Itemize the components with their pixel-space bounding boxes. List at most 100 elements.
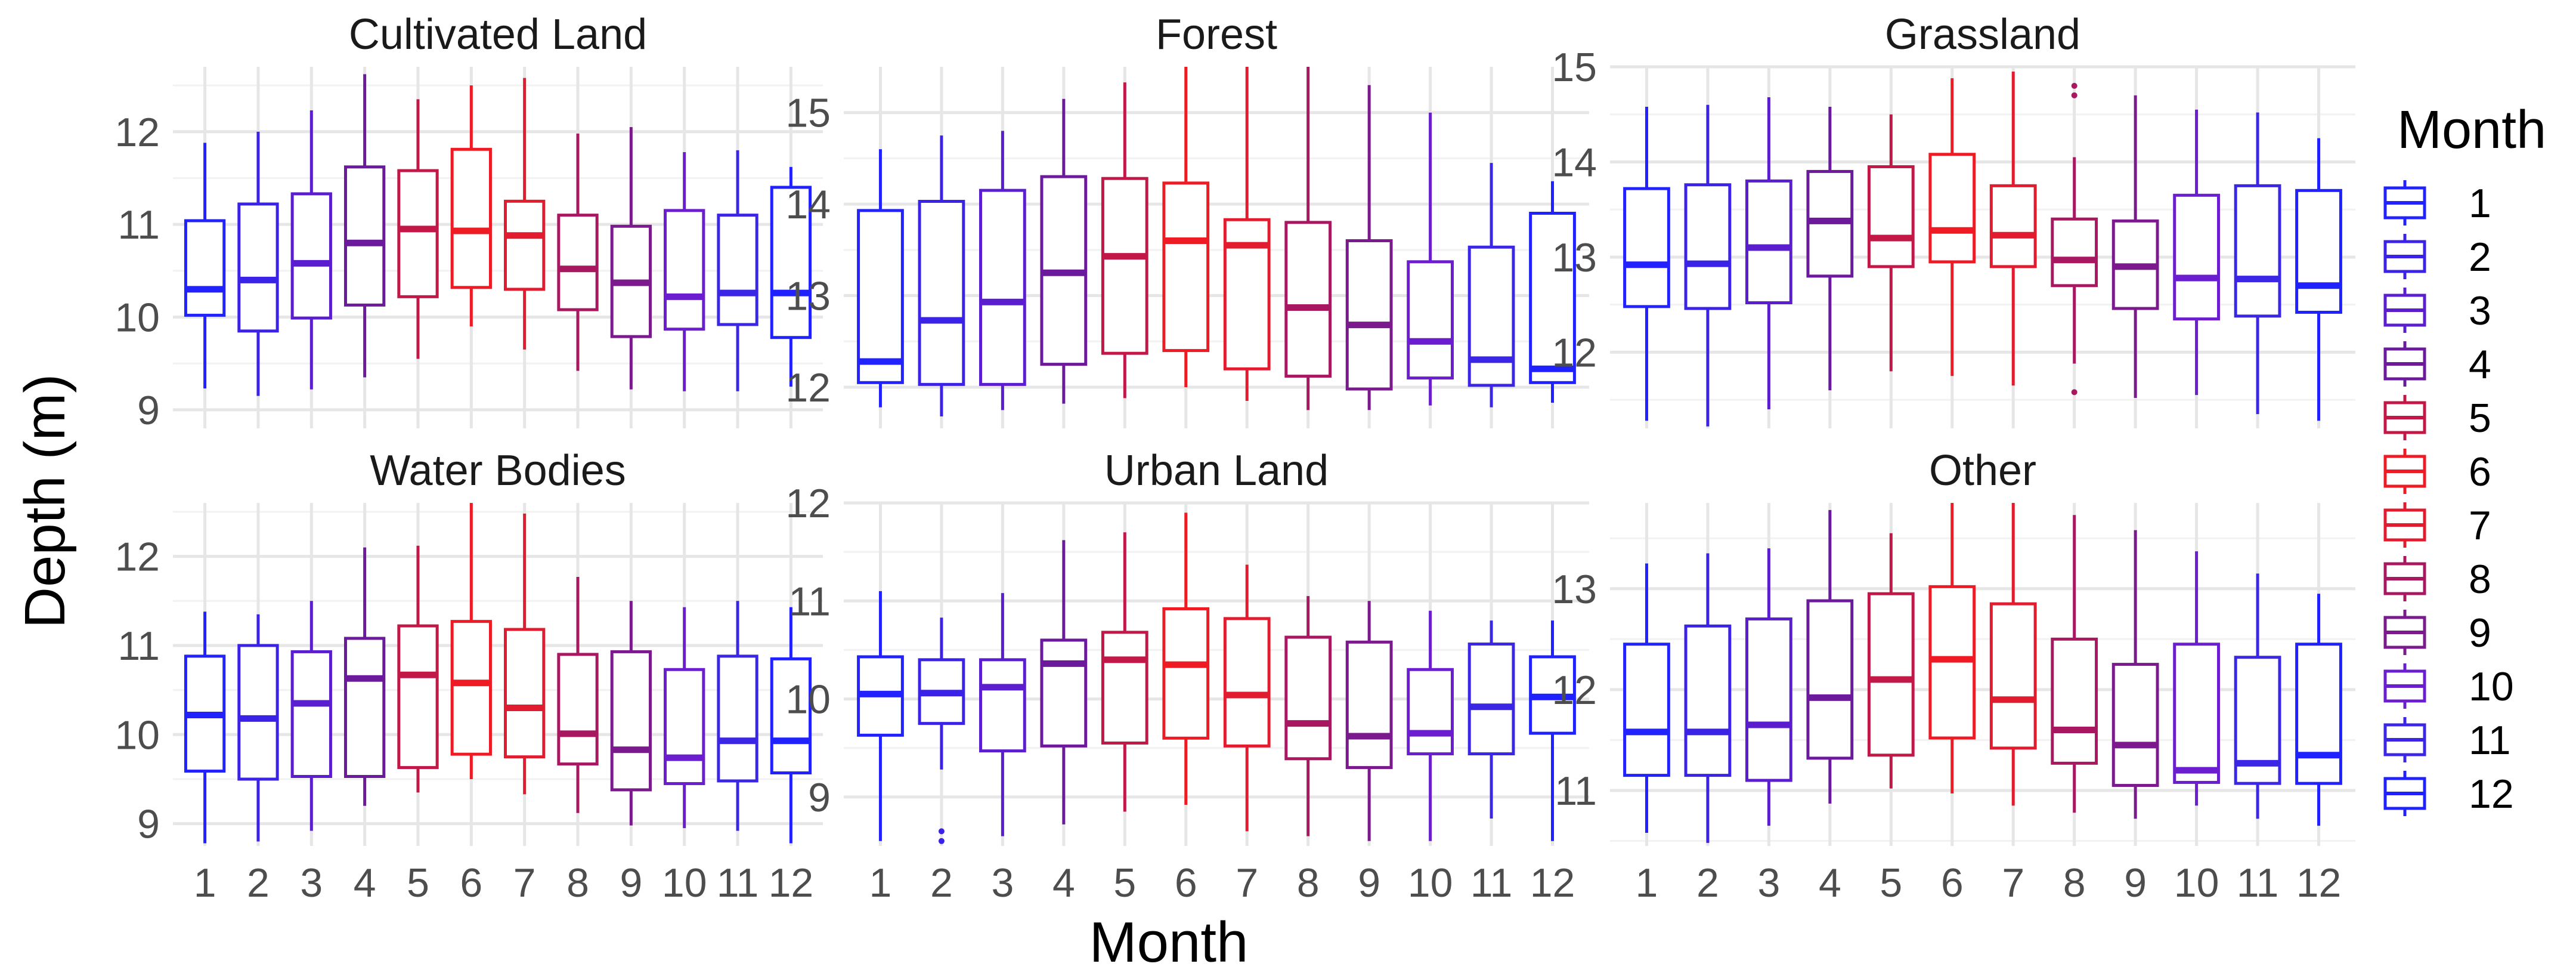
box-month-1 (1623, 106, 1670, 421)
box-iqr (450, 620, 492, 756)
x-tick-label: 1 (1636, 860, 1658, 906)
outlier-point (2071, 389, 2077, 396)
box-iqr (504, 628, 546, 759)
box-iqr (1867, 592, 1915, 757)
box-month-10 (2173, 109, 2220, 396)
box-iqr (770, 186, 812, 339)
box-month-12 (2295, 138, 2342, 421)
legend-item-7: 7 (2383, 502, 2491, 548)
y-tick-label: 11 (117, 202, 160, 248)
box-iqr (979, 189, 1026, 386)
y-tick-label: 12 (1552, 668, 1597, 713)
panel-other-plot-area (1610, 503, 2355, 846)
box-month-3 (979, 131, 1026, 410)
legend-item-8: 8 (2383, 556, 2491, 602)
box-iqr (2234, 184, 2281, 318)
legend-item-9: 9 (2383, 610, 2491, 656)
box-month-7 (1989, 71, 2037, 386)
box-iqr (2295, 643, 2342, 785)
box-month-9 (610, 601, 652, 826)
y-tick-label: 10 (785, 677, 831, 722)
y-tick-label: 11 (1555, 768, 1597, 814)
y-tick-label: 15 (785, 91, 831, 136)
box-iqr (1345, 640, 1393, 770)
box-iqr (1223, 617, 1271, 748)
box-iqr (184, 219, 226, 317)
x-tick-label: 4 (1819, 860, 1841, 906)
panel-forest-plot-area (844, 67, 1589, 428)
box-month-6 (450, 503, 492, 779)
legend-label: 11 (2469, 718, 2511, 763)
box-iqr (397, 624, 439, 770)
box-iqr (557, 214, 599, 311)
box-iqr (2111, 663, 2159, 787)
box-month-11 (717, 150, 758, 391)
x-tick-label: 12 (2296, 860, 2342, 906)
x-tick-label: 1 (869, 860, 892, 906)
x-tick-label: 10 (662, 860, 707, 906)
box-iqr (1407, 668, 1454, 756)
box-iqr (857, 209, 904, 384)
box-month-8 (1284, 67, 1332, 410)
box-iqr (1162, 181, 1210, 353)
box-iqr (2173, 643, 2220, 784)
box-iqr (918, 200, 965, 386)
box-month-7 (504, 78, 546, 350)
panel-water-bodies-title: Water Bodies (370, 447, 626, 495)
x-tick-label: 3 (1757, 860, 1780, 906)
box-iqr (237, 202, 279, 333)
box-month-2 (1684, 104, 1732, 427)
x-tick-label: 2 (247, 860, 270, 906)
box-month-9 (610, 127, 652, 390)
legend-label: 3 (2469, 288, 2491, 333)
box-month-6 (1928, 78, 1976, 376)
box-month-3 (979, 593, 1026, 836)
x-tick-label: 3 (300, 860, 323, 906)
box-iqr (290, 192, 332, 320)
panel-grassland-title: Grassland (1885, 11, 2080, 58)
y-tick-label: 9 (808, 775, 831, 820)
y-tick-label: 11 (788, 579, 831, 624)
box-month-8 (557, 133, 599, 371)
x-tick-label: 9 (2124, 860, 2147, 906)
x-tick-label: 11 (1470, 860, 1513, 906)
box-iqr (450, 147, 492, 289)
box-month-10 (664, 607, 705, 829)
box-month-4 (1040, 540, 1088, 824)
x-tick-label: 4 (354, 860, 376, 906)
box-month-5 (1101, 532, 1148, 812)
box-iqr (770, 657, 812, 775)
box-month-6 (1162, 67, 1210, 387)
box-iqr (2173, 193, 2220, 321)
box-month-6 (450, 85, 492, 327)
legend-item-10: 10 (2383, 663, 2514, 709)
x-tick-label: 7 (1236, 860, 1258, 906)
box-iqr (1101, 631, 1148, 745)
box-iqr (1623, 187, 1670, 308)
panel-grassland: 12 13 14 15 Grassland (1552, 11, 2355, 428)
box-month-11 (2234, 112, 2281, 415)
panel-forest-title: Forest (1156, 11, 1277, 58)
y-tick-label: 14 (1552, 140, 1597, 185)
box-iqr (1623, 643, 1670, 777)
y-tick-label: 14 (785, 182, 831, 227)
box-iqr (1684, 183, 1732, 310)
x-tick-label: 3 (991, 860, 1014, 906)
box-month-2 (237, 131, 279, 396)
box-month-2 (1684, 553, 1732, 843)
legend-item-5: 5 (2383, 395, 2491, 441)
box-month-3 (290, 601, 332, 831)
box-iqr (1989, 602, 2037, 750)
box-month-10 (2173, 551, 2220, 806)
box-iqr (1745, 617, 1792, 782)
legend-item-2: 2 (2383, 234, 2491, 280)
x-tick-label: 2 (1696, 860, 1719, 906)
box-iqr (1040, 638, 1088, 748)
box-month-5 (1101, 82, 1148, 399)
box-month-10 (664, 152, 705, 391)
y-tick-label: 13 (1552, 567, 1597, 612)
x-tick-label: 4 (1052, 860, 1075, 906)
box-iqr (1407, 260, 1454, 380)
box-month-7 (1223, 67, 1271, 401)
